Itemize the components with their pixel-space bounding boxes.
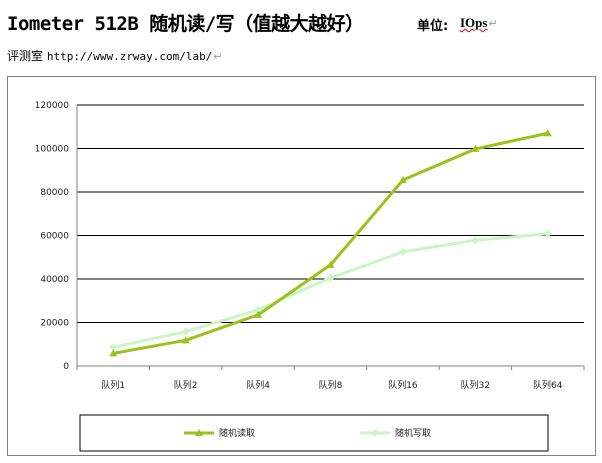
x-tick-label: 队列1 — [101, 379, 125, 391]
unit-value: IOps↵ — [460, 15, 498, 31]
x-tick-label: 队列2 — [174, 379, 198, 391]
chart-frame — [7, 76, 596, 456]
series-line — [112, 131, 549, 355]
data-point — [181, 336, 190, 344]
paragraph-mark: ↵ — [213, 50, 223, 63]
y-tick-label: 100000 — [35, 145, 70, 155]
y-tick-label: 20000 — [40, 319, 69, 329]
data-point — [109, 343, 118, 352]
byline-site: http://www.zrway.com/lab/ — [46, 50, 213, 63]
x-tick-label: 队列4 — [246, 379, 270, 391]
data-point — [109, 349, 118, 357]
y-tick-label: 120000 — [35, 101, 70, 111]
data-point — [398, 247, 407, 256]
data-point — [326, 273, 335, 282]
byline-label: 评测室 — [7, 49, 44, 63]
data-point — [254, 310, 263, 318]
x-tick-label: 队列8 — [319, 379, 343, 391]
data-point — [181, 327, 190, 336]
data-point — [543, 229, 552, 238]
legend-label: 随机写取 — [395, 427, 431, 439]
data-point — [326, 260, 335, 268]
x-tick-label: 队列64 — [533, 379, 563, 391]
series-line — [112, 232, 548, 349]
document-title: Iometer 512B 随机读/写（值越大越好） — [7, 13, 364, 35]
y-tick-label: 60000 — [40, 232, 69, 242]
legend-label: 随机读取 — [219, 427, 255, 439]
y-tick-label: 80000 — [40, 188, 69, 198]
legend-swatch-marker — [371, 429, 379, 437]
y-tick-label: 0 — [63, 362, 69, 372]
data-point — [471, 236, 480, 245]
unit-value-text: IOps — [460, 15, 488, 30]
byline: 评测室 http://www.zrway.com/lab/↵ — [7, 47, 223, 64]
legend-box — [79, 414, 549, 452]
data-point — [543, 129, 552, 137]
data-point — [471, 144, 480, 152]
x-tick-label: 队列32 — [461, 379, 490, 391]
data-point — [398, 176, 407, 184]
x-tick-label: 队列16 — [388, 379, 418, 391]
y-tick-label: 40000 — [40, 275, 69, 285]
unit-label: 单位: — [417, 19, 449, 34]
legend-swatch-marker — [195, 429, 203, 436]
paragraph-mark: ↵ — [488, 18, 498, 30]
